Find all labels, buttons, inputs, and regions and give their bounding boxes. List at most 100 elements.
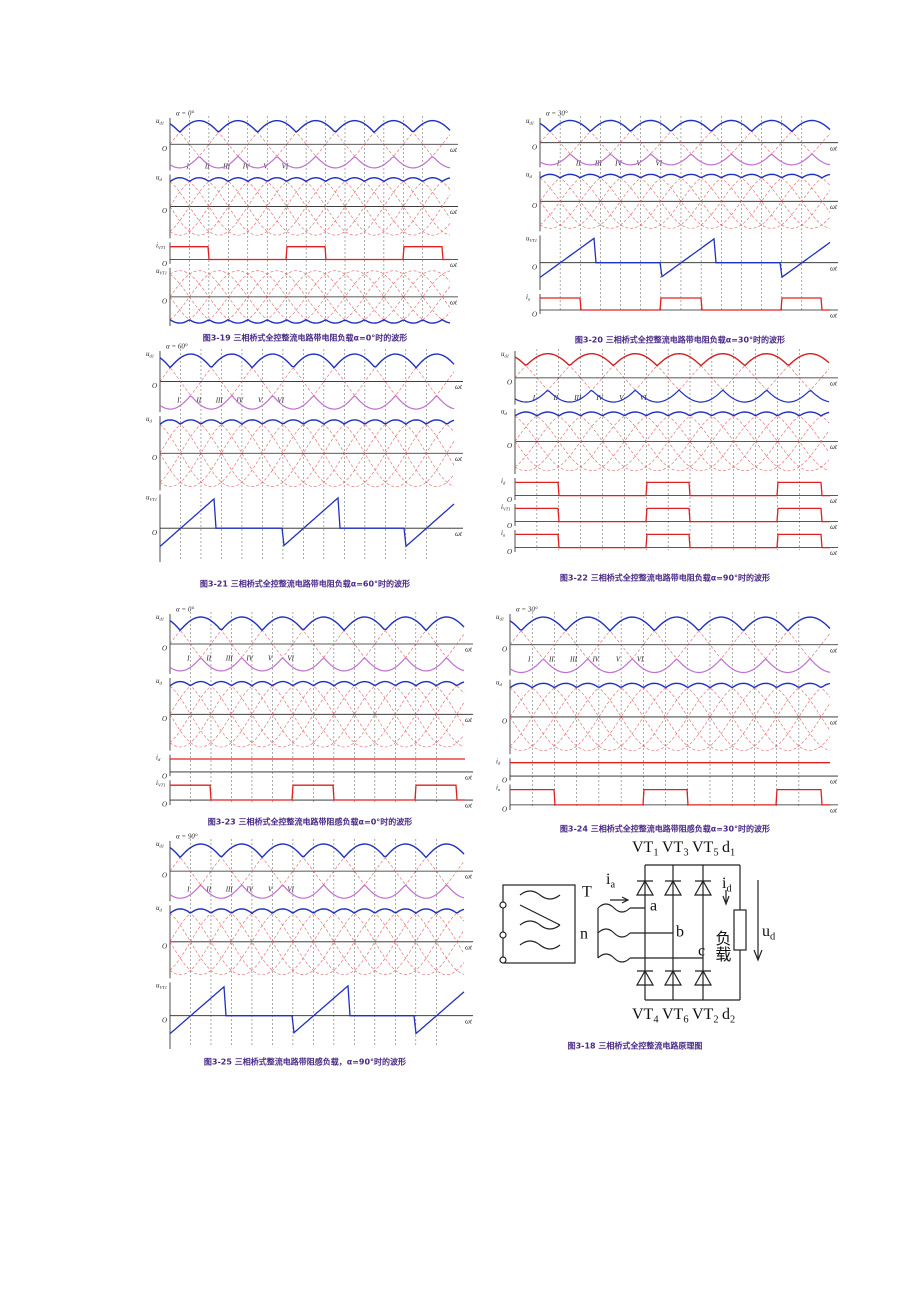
- label: VT5: [692, 839, 719, 859]
- segment: I: [186, 654, 190, 662]
- waveform: [169, 681, 465, 748]
- terminal: [499, 956, 507, 964]
- segment: III: [573, 394, 582, 402]
- label-sub: d1: [150, 353, 155, 358]
- node-label: a: [650, 898, 657, 915]
- segment: IV: [595, 394, 603, 402]
- waveform: [509, 682, 831, 751]
- terminal: [499, 931, 507, 939]
- omega-t: ωt: [830, 144, 838, 152]
- waveform: [514, 389, 830, 403]
- label-sub: d: [158, 757, 161, 762]
- alpha-label: α = 0°: [176, 606, 194, 614]
- label-main: VT: [692, 839, 714, 856]
- waveform: [539, 173, 831, 229]
- waveform: [159, 419, 455, 426]
- label: ud: [501, 407, 508, 416]
- label: ud1: [156, 613, 164, 622]
- segment: IV: [591, 656, 599, 664]
- segment: IV: [245, 886, 253, 894]
- label-main: u: [156, 840, 160, 848]
- label: ud: [156, 677, 163, 686]
- label: d1: [722, 839, 735, 859]
- label-sub: d: [503, 481, 506, 486]
- label-sub: d: [160, 177, 163, 182]
- origin: O: [507, 522, 512, 530]
- waveform: [509, 682, 831, 751]
- bridge-wires: [644, 864, 741, 1001]
- origin: O: [532, 263, 537, 271]
- origin: O: [162, 801, 167, 809]
- label-sub: 6: [683, 1015, 688, 1026]
- label-sub: d: [160, 908, 163, 913]
- label-main: u: [156, 173, 160, 181]
- waveform: [169, 177, 451, 236]
- waveform: [169, 119, 451, 134]
- origin: O: [152, 454, 157, 462]
- label-main: d: [722, 1006, 730, 1023]
- terminal: [499, 901, 507, 909]
- label-main: u: [146, 493, 150, 501]
- segment: II: [205, 886, 211, 894]
- label-main: u: [526, 117, 530, 125]
- label-main: i: [496, 783, 498, 791]
- label: ud1: [146, 350, 154, 359]
- label: ud: [762, 923, 776, 943]
- load-label: 负载: [712, 930, 731, 963]
- label-main: u: [156, 613, 160, 621]
- label-main: u: [146, 350, 150, 358]
- omega-t: ωt: [465, 1017, 473, 1025]
- waveform: [515, 533, 830, 549]
- segment: V: [258, 397, 263, 405]
- alpha-label: α = 60°: [166, 343, 188, 351]
- origin: O: [162, 872, 167, 880]
- segment: VI: [637, 656, 644, 664]
- label: id: [501, 477, 506, 486]
- segment: I: [176, 397, 180, 405]
- caption: 图3-18 三相桥式全控整流电路原理图: [568, 1041, 703, 1051]
- arrows: [610, 880, 763, 962]
- label: ia: [606, 871, 615, 891]
- caption: 图3-23 三相桥式全控整流电路带阻感负载α=0°时的波形: [208, 817, 413, 827]
- omega-t: ωt: [830, 807, 838, 815]
- origin: O: [502, 718, 507, 726]
- waveform: [169, 908, 465, 976]
- segment: V: [616, 656, 621, 664]
- waveform: [159, 394, 455, 410]
- label-main: VT: [662, 1006, 684, 1023]
- waveform: [169, 908, 465, 976]
- waveform: [159, 419, 455, 487]
- omega-t: ωt: [465, 943, 473, 951]
- segment: IV: [614, 160, 622, 168]
- load-resistor: [733, 909, 747, 951]
- waveform: [169, 155, 451, 169]
- label-main: u: [496, 613, 500, 621]
- origin: O: [507, 548, 512, 556]
- alpha-label: α = 30°: [546, 110, 568, 118]
- segment: II: [548, 656, 554, 664]
- omega-t: ωt: [830, 379, 838, 387]
- waveform: [539, 173, 831, 229]
- omega-t: ωt: [830, 719, 838, 727]
- waveform: [169, 681, 465, 748]
- waveform: [515, 481, 830, 497]
- primary-coils: [519, 890, 561, 950]
- waveform: [169, 656, 465, 672]
- label-sub: a: [498, 787, 501, 792]
- label-sub: 2: [730, 1015, 735, 1026]
- segment: VI: [277, 397, 284, 405]
- label-main: u: [526, 234, 530, 242]
- caption: 图3-22 三相桥式全控整流电路带电阻负载α=90°时的波形: [560, 573, 770, 583]
- label-main: u: [762, 923, 770, 940]
- omega-t: ωt: [830, 497, 838, 505]
- label-main: i: [526, 293, 528, 301]
- label-sub: d: [505, 411, 508, 416]
- label-sub: d: [530, 174, 533, 179]
- omega-t: ωt: [465, 873, 473, 881]
- caption: 图3-24 三相桥式全控整流电路带阻感负载α=30°时的波形: [560, 824, 770, 834]
- waveform: [169, 616, 465, 672]
- origin: O: [502, 645, 507, 653]
- origin: O: [507, 442, 512, 450]
- label: id: [496, 757, 501, 766]
- origin: O: [507, 378, 512, 386]
